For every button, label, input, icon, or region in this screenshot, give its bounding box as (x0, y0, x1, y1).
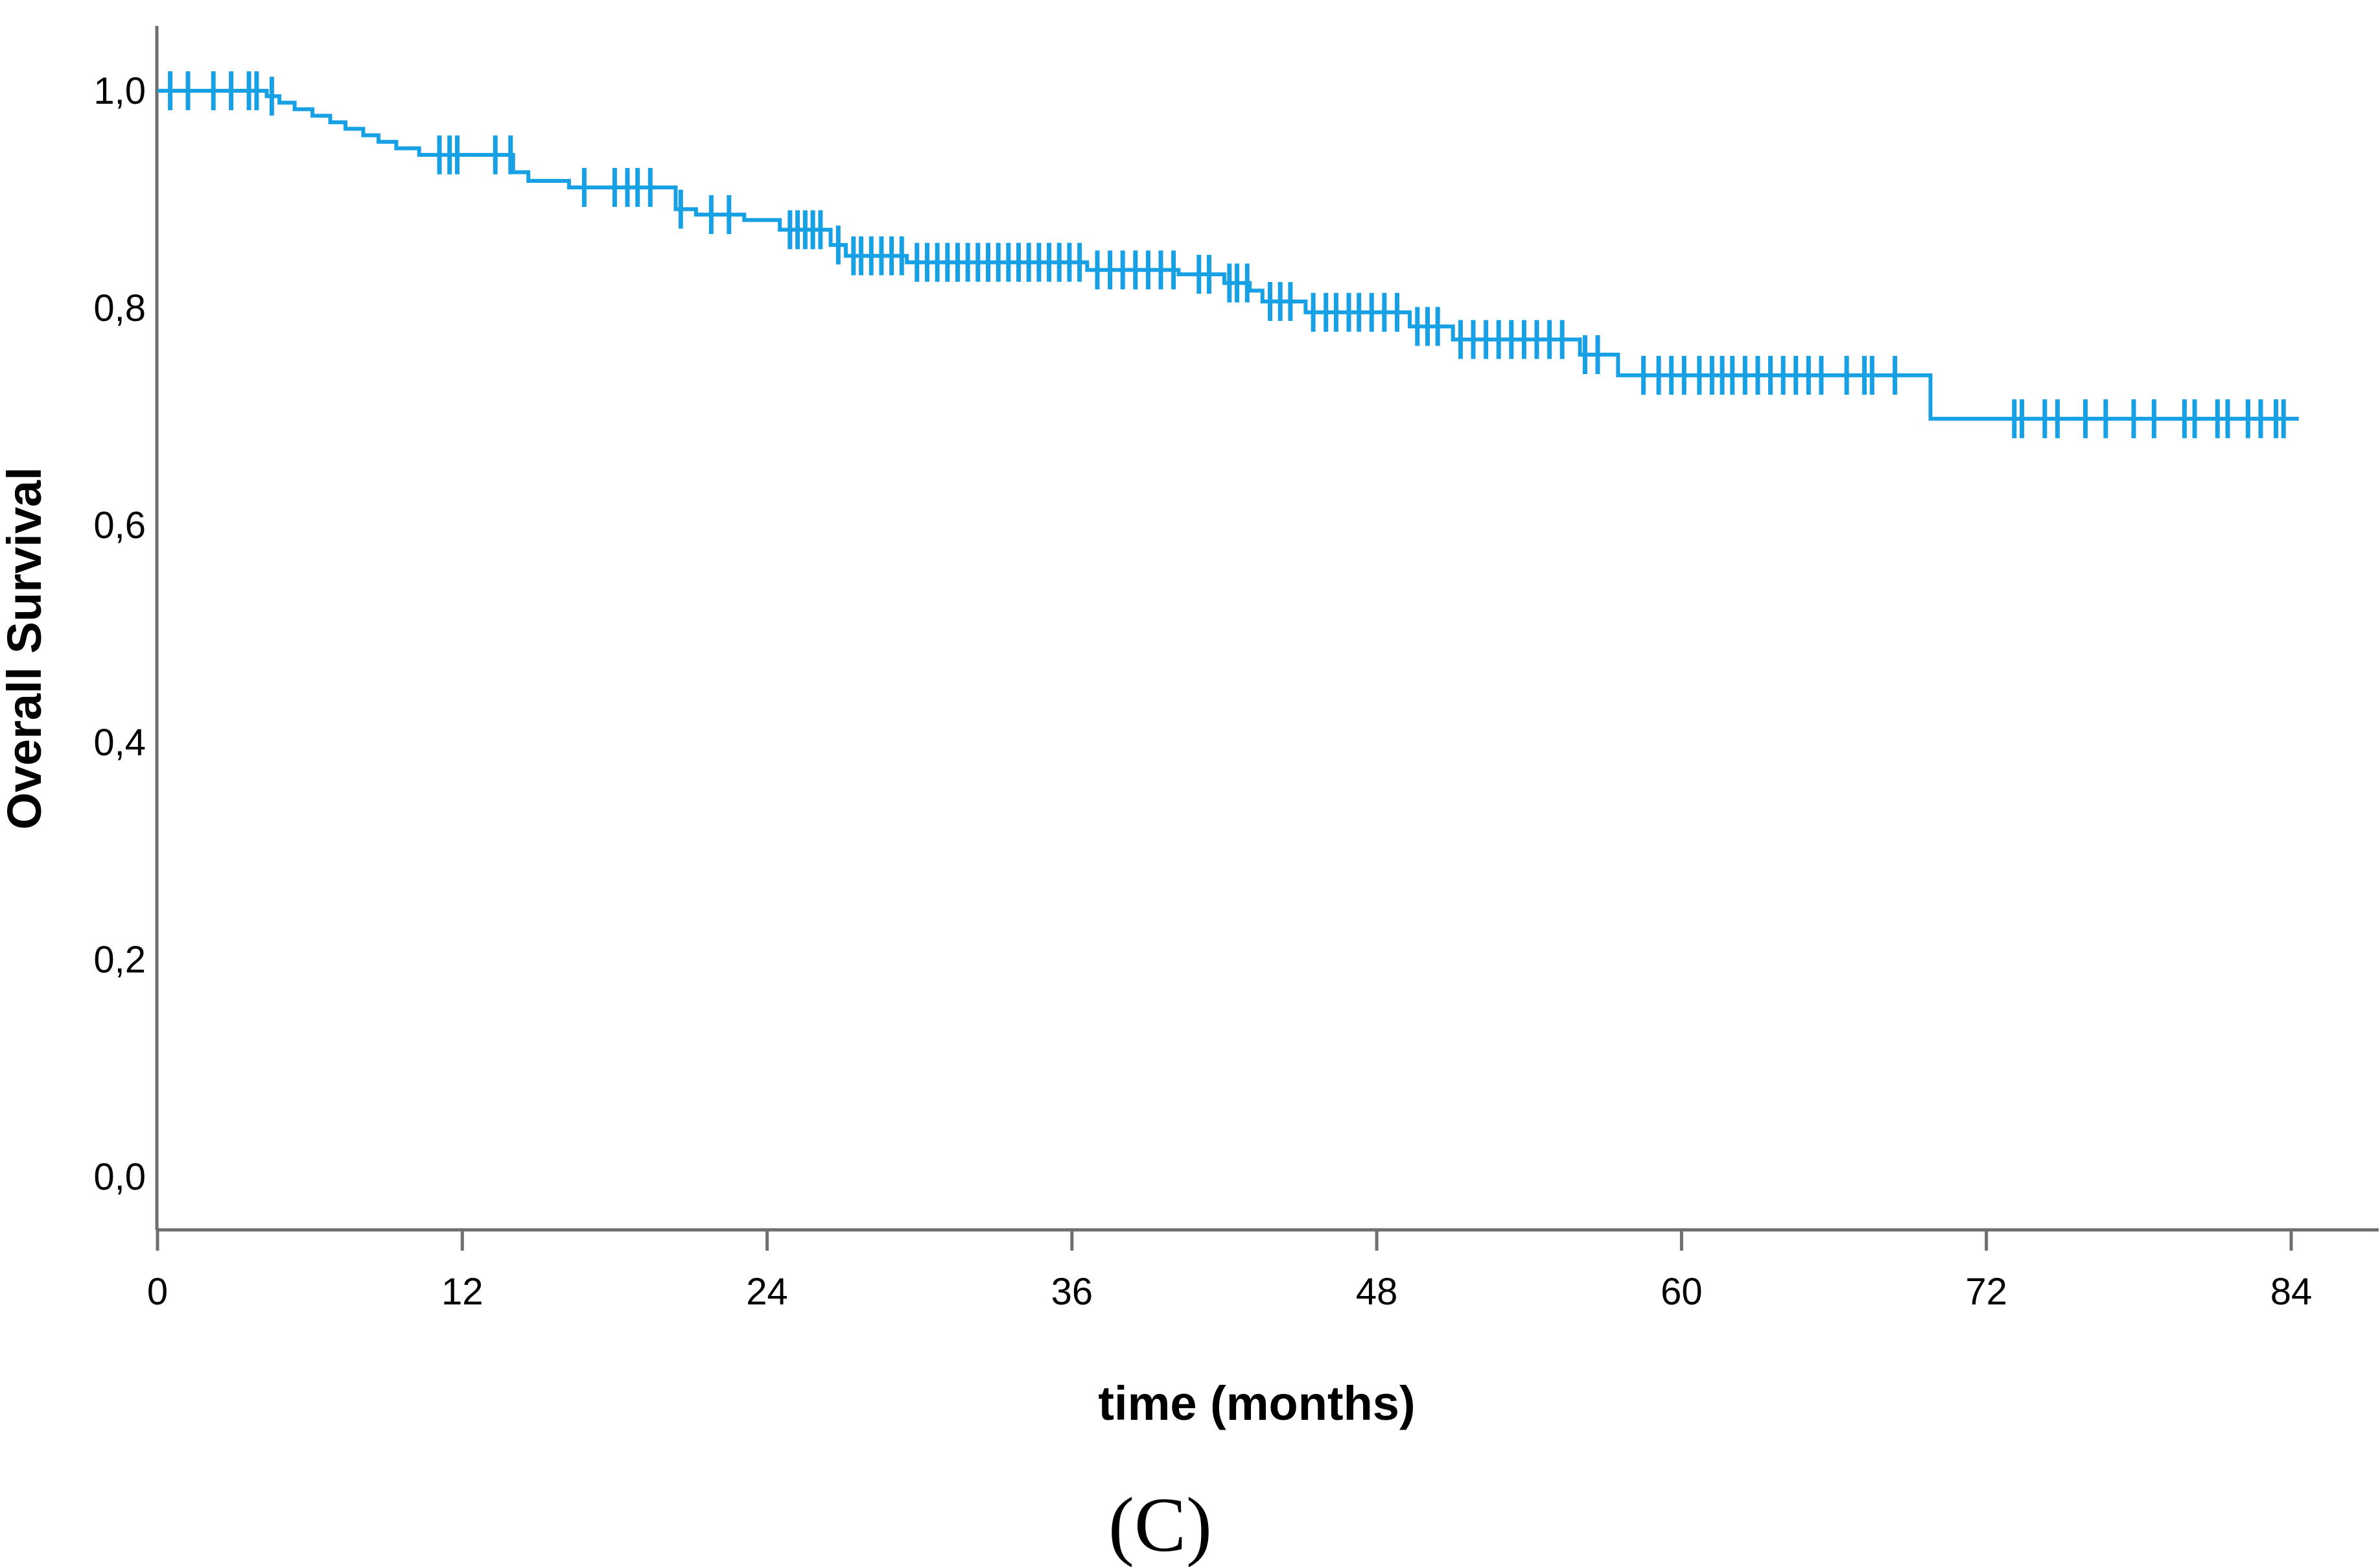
x-axis-title: time (months) (1098, 1376, 1415, 1430)
y-axis-tick-labels: 1,0 0,8 0,6 0,4 0,2 0,0 (93, 70, 146, 1198)
x-tick-label: 12 (441, 1271, 484, 1313)
y-tick-label: 0,6 (93, 504, 146, 547)
x-tick-label: 48 (1356, 1271, 1398, 1313)
x-tick-label: 0 (147, 1271, 168, 1313)
x-axis-ticks: 0 12 24 36 48 60 72 84 (147, 1230, 2312, 1313)
x-tick-label: 60 (1661, 1271, 1703, 1313)
x-tick-label: 84 (2270, 1271, 2313, 1313)
y-tick-label: 0,2 (93, 939, 146, 981)
y-tick-label: 0,8 (93, 287, 146, 329)
panel-caption: (C) (1108, 1481, 1212, 1567)
censor-marks (168, 71, 2286, 438)
y-axis-title: Overall Survival (0, 467, 51, 829)
x-tick-label: 36 (1051, 1271, 1093, 1313)
y-tick-label: 0,4 (93, 722, 146, 764)
x-tick-label: 72 (1965, 1271, 2007, 1313)
y-tick-label: 1,0 (93, 70, 146, 112)
y-tick-label: 0,0 (93, 1156, 146, 1198)
survival-curve (158, 89, 2299, 421)
x-tick-label: 24 (746, 1271, 788, 1313)
